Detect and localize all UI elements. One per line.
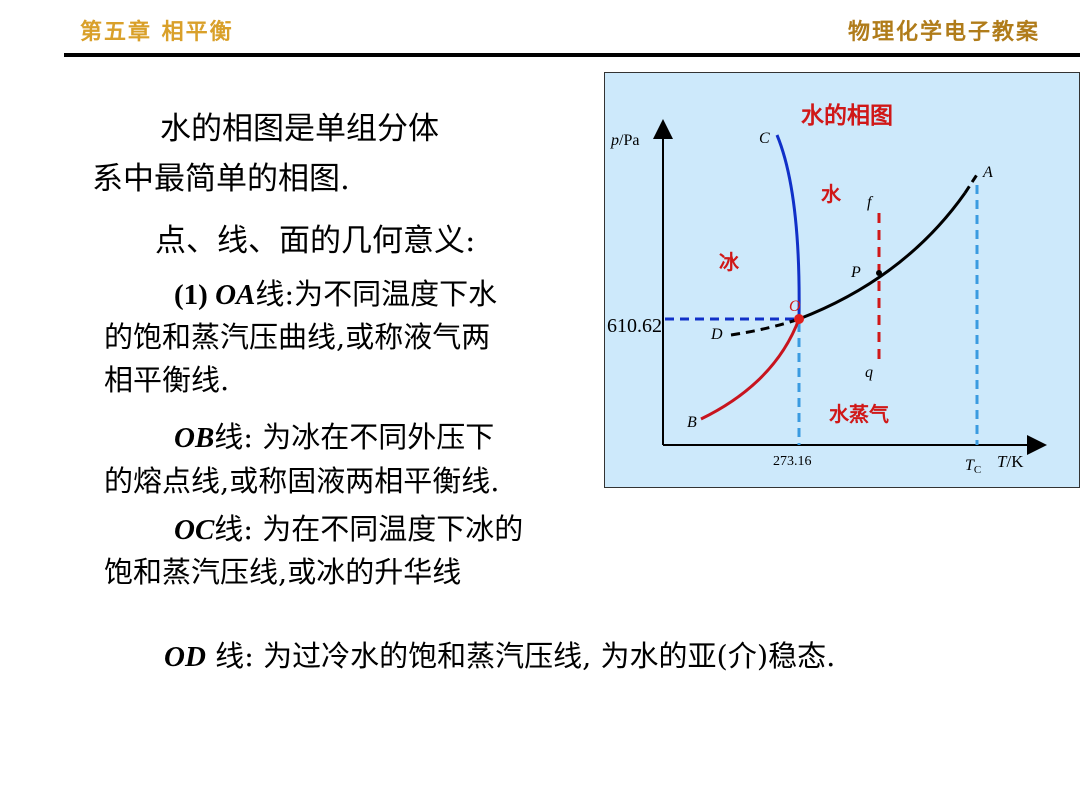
point-a-label: A — [982, 164, 993, 181]
x-tick-triple-temperature: 273.16 — [773, 454, 812, 469]
point-q-label: q — [865, 364, 873, 381]
y-axis-label: p/Pa — [610, 132, 639, 149]
geometry-title: 点、线、面的几何意义: — [155, 223, 476, 259]
x-axis-label: T/K — [997, 452, 1024, 471]
phase-diagram: 水的相图 p/Pa 610.62 273.16 TC T/K 水 冰 水蒸气 C… — [604, 72, 1080, 488]
oa-line-2: 的饱和蒸汽压曲线,或称液气两 — [104, 320, 491, 354]
point-d-label: D — [710, 326, 723, 343]
od-label: OD — [164, 641, 206, 673]
ob-line-2: 的熔点线,或称固液两相平衡线. — [104, 464, 500, 498]
oa-line-1: (1) OA线:为不同温度下水 — [174, 275, 497, 314]
point-p-label: P — [850, 264, 861, 281]
region-ice-label: 冰 — [719, 250, 740, 274]
region-vapor-label: 水蒸气 — [829, 402, 889, 426]
ob-label: OB — [174, 422, 215, 454]
tc-label: TC — [965, 457, 981, 476]
ob-line-1: OB线: 为冰在不同外压下 — [174, 418, 494, 457]
intro-line-2: 系中最简单的相图. — [92, 161, 350, 197]
oa-line — [798, 192, 967, 321]
course-title: 物理化学电子教案 — [847, 19, 1040, 45]
oc-text-1: 线: 为在不同温度下冰的 — [214, 512, 524, 546]
ob-line — [700, 318, 801, 421]
point-o-label: O — [789, 298, 801, 315]
phase-diagram-svg: 水的相图 p/Pa 610.62 273.16 TC T/K 水 冰 水蒸气 C… — [607, 102, 1047, 476]
od-line — [730, 317, 800, 337]
chapter-title: 第五章 相平衡 — [80, 19, 234, 45]
header-rule — [64, 53, 1080, 57]
diagram-title: 水的相图 — [801, 102, 893, 129]
od-line: OD 线: 为过冷水的饱和蒸汽压线, 为水的亚(介)稳态. — [164, 637, 835, 676]
oa-prefix: (1) — [174, 279, 216, 311]
oa-line-extension — [963, 172, 980, 194]
od-text: 线: 为过冷水的饱和蒸汽压线, 为水的亚(介)稳态. — [205, 639, 836, 673]
point-c-label: C — [759, 130, 770, 147]
oc-line — [775, 134, 801, 320]
ob-text-1: 线: 为冰在不同外压下 — [214, 420, 495, 454]
intro-line-1: 水的相图是单组分体 — [160, 111, 439, 147]
oa-label: OA — [215, 279, 256, 311]
oa-text-1: 线:为不同温度下水 — [255, 277, 498, 311]
point-p-marker — [876, 270, 882, 276]
oa-line-3: 相平衡线. — [104, 363, 230, 397]
oc-line-1: OC线: 为在不同温度下冰的 — [174, 510, 523, 549]
triple-point-marker — [794, 314, 804, 324]
oc-line-2: 饱和蒸汽压线,或冰的升华线 — [104, 555, 462, 589]
region-water-label: 水 — [821, 182, 842, 206]
point-f-label: f — [867, 194, 874, 211]
y-tick-triple-pressure: 610.62 — [607, 315, 662, 337]
point-b-label: B — [687, 414, 697, 431]
oc-label: OC — [174, 514, 215, 546]
